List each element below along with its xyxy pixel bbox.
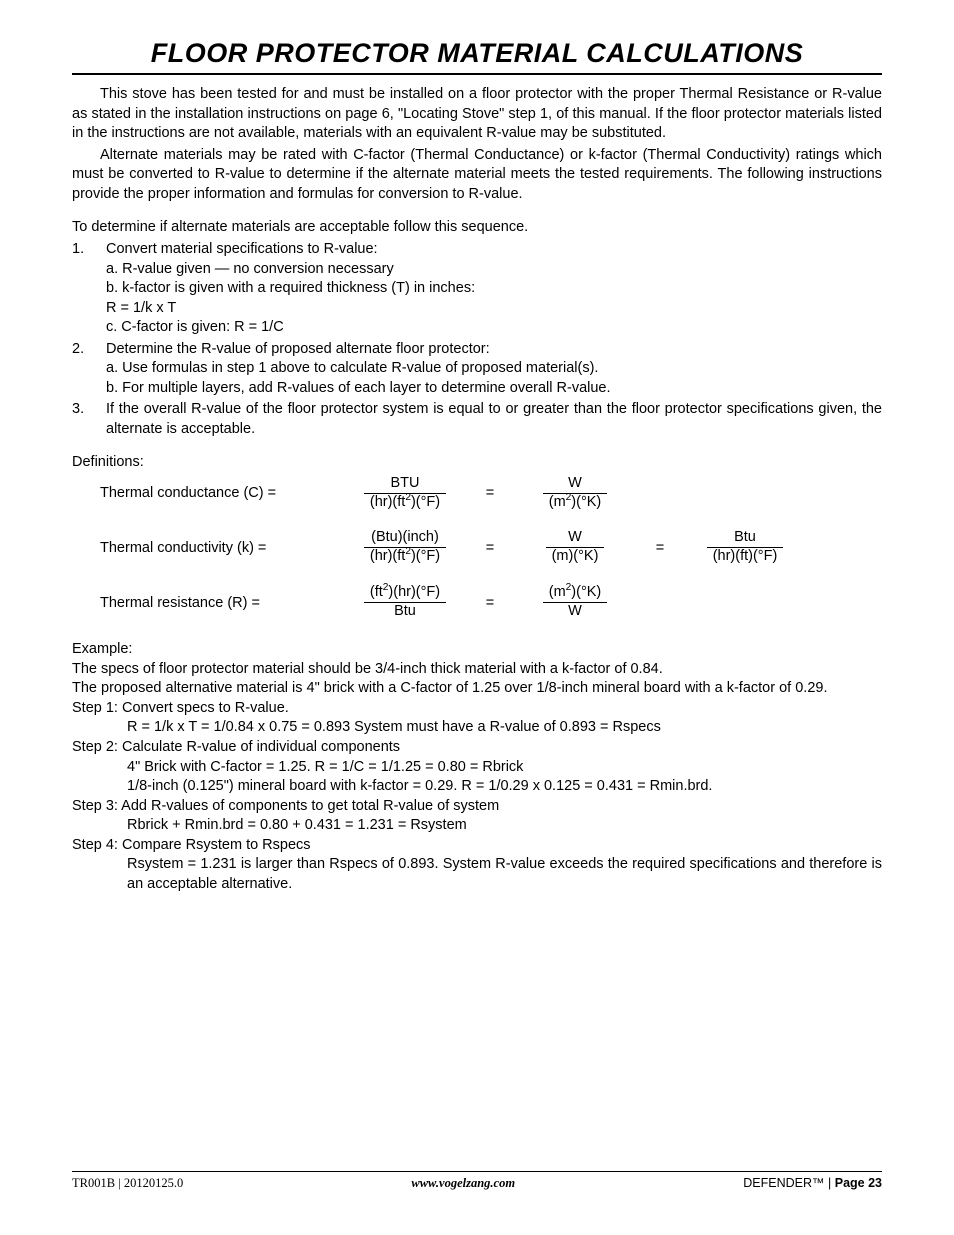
definitions-label: Definitions: bbox=[72, 454, 882, 470]
def-k-frac3: Btu (hr)(ft)(°F) bbox=[707, 530, 784, 565]
step-1: 1. Convert material specifications to R-… bbox=[72, 240, 882, 338]
step-2a: a. Use formulas in step 1 above to calcu… bbox=[106, 359, 882, 379]
equals-sign: = bbox=[470, 595, 510, 611]
example-step2a: 4" Brick with C-factor = 1.25. R = 1/C =… bbox=[72, 758, 882, 778]
example-line1: The specs of floor protector material sh… bbox=[72, 660, 882, 680]
example-step2b: 1/8-inch (0.125") mineral board with k-f… bbox=[72, 777, 882, 797]
example-step2: Step 2: Calculate R-value of individual … bbox=[72, 738, 882, 758]
title-rule bbox=[72, 73, 882, 75]
def-r-frac1-top-b: )(hr)(°F) bbox=[388, 584, 440, 600]
step-3: 3. If the overall R-value of the floor p… bbox=[72, 400, 882, 439]
step-3-num: 3. bbox=[72, 400, 106, 439]
footer-doc-id: TR001B bbox=[72, 1176, 115, 1190]
def-k-label: Thermal conductivity (k) = bbox=[72, 540, 340, 556]
def-c-frac1: BTU (hr)(ft2)(°F) bbox=[364, 476, 446, 511]
step-2-num: 2. bbox=[72, 340, 106, 399]
example-step1a: R = 1/k x T = 1/0.84 x 0.75 = 0.893 Syst… bbox=[72, 718, 882, 738]
footer-page-num: Page 23 bbox=[835, 1176, 882, 1190]
step-1-text: Convert material specifications to R-val… bbox=[106, 241, 378, 257]
example-step1: Step 1: Convert specs to R-value. bbox=[72, 699, 882, 719]
example-step4a: Rsystem = 1.231 is larger than Rspecs of… bbox=[72, 855, 882, 894]
example-step4: Step 4: Compare Rsystem to Rspecs bbox=[72, 836, 882, 856]
equals-sign: = bbox=[640, 540, 680, 556]
equals-sign: = bbox=[470, 485, 510, 501]
def-r-frac2-bot: W bbox=[543, 603, 608, 620]
definitions-table: Thermal conductance (C) = BTU (hr)(ft2)(… bbox=[72, 476, 882, 621]
step-2: 2. Determine the R-value of proposed alt… bbox=[72, 340, 882, 399]
footer-sep: | bbox=[115, 1176, 124, 1190]
def-k-frac2-top: W bbox=[546, 530, 605, 548]
def-k-frac1-bot-a: (hr)(ft bbox=[370, 548, 405, 564]
def-c-frac2: W (m2)(°K) bbox=[543, 476, 608, 511]
def-row-c: Thermal conductance (C) = BTU (hr)(ft2)(… bbox=[72, 476, 882, 511]
intro-para-2: Alternate materials may be rated with C-… bbox=[72, 146, 882, 205]
step-2-text: Determine the R-value of proposed altern… bbox=[106, 341, 490, 357]
def-c-frac1-bot-a: (hr)(ft bbox=[370, 494, 405, 510]
intro-para-1: This stove has been tested for and must … bbox=[72, 85, 882, 144]
def-k-frac2-bot: (m)(°K) bbox=[546, 548, 605, 565]
def-r-frac1-top-a: (ft bbox=[370, 584, 383, 600]
page: FLOOR PROTECTOR MATERIAL CALCULATIONS Th… bbox=[0, 0, 954, 1235]
step-1b: b. k-factor is given with a required thi… bbox=[106, 279, 882, 299]
step-2b: b. For multiple layers, add R-values of … bbox=[106, 379, 882, 399]
def-k-frac3-bot: (hr)(ft)(°F) bbox=[707, 548, 784, 565]
def-row-k: Thermal conductivity (k) = (Btu)(inch) (… bbox=[72, 530, 882, 565]
def-row-r: Thermal resistance (R) = (ft2)(hr)(°F) B… bbox=[72, 585, 882, 620]
def-r-frac1: (ft2)(hr)(°F) Btu bbox=[364, 585, 446, 620]
def-c-frac2-bot-a: (m bbox=[549, 494, 566, 510]
def-c-frac1-bot-b: )(°F) bbox=[411, 494, 440, 510]
step-1-num: 1. bbox=[72, 240, 106, 338]
definitions-block: Definitions: Thermal conductance (C) = B… bbox=[72, 454, 882, 621]
def-r-label: Thermal resistance (R) = bbox=[72, 595, 340, 611]
footer-sep: | bbox=[825, 1176, 835, 1190]
footer-product: DEFENDER™ bbox=[743, 1176, 824, 1190]
def-c-frac2-bot-b: )(°K) bbox=[571, 494, 601, 510]
def-k-frac1: (Btu)(inch) (hr)(ft2)(°F) bbox=[364, 530, 446, 565]
def-k-frac3-top: Btu bbox=[707, 530, 784, 548]
example-step3: Step 3: Add R-values of components to ge… bbox=[72, 797, 882, 817]
example-line2: The proposed alternative material is 4" … bbox=[72, 679, 882, 699]
def-r-frac2-top-b: )(°K) bbox=[571, 584, 601, 600]
example-label: Example: bbox=[72, 640, 882, 660]
sequence-intro: To determine if alternate materials are … bbox=[72, 218, 882, 238]
step-1c: c. C-factor is given: R = 1/C bbox=[106, 318, 882, 338]
def-r-frac2: (m2)(°K) W bbox=[543, 585, 608, 620]
sequence-block: To determine if alternate materials are … bbox=[72, 218, 882, 439]
footer-date: 20120125.0 bbox=[124, 1176, 183, 1190]
def-c-label: Thermal conductance (C) = bbox=[72, 485, 340, 501]
footer-rule bbox=[72, 1171, 882, 1172]
step-1b-formula: R = 1/k x T bbox=[106, 299, 882, 319]
equals-sign: = bbox=[470, 540, 510, 556]
def-k-frac1-bot-b: )(°F) bbox=[411, 548, 440, 564]
example-step3a: Rbrick + Rmin.brd = 0.80 + 0.431 = 1.231… bbox=[72, 816, 882, 836]
def-c-frac2-top: W bbox=[543, 476, 608, 494]
page-title: FLOOR PROTECTOR MATERIAL CALCULATIONS bbox=[72, 38, 882, 69]
def-k-frac2: W (m)(°K) bbox=[546, 530, 605, 565]
step-list: 1. Convert material specifications to R-… bbox=[72, 240, 882, 440]
step-1a: a. R-value given — no conversion necessa… bbox=[106, 260, 882, 280]
step-3-text: If the overall R-value of the floor prot… bbox=[106, 400, 882, 439]
footer-center: www.vogelzang.com bbox=[411, 1176, 515, 1191]
example-block: Example: The specs of floor protector ma… bbox=[72, 640, 882, 894]
footer: TR001B | 20120125.0 www.vogelzang.com DE… bbox=[72, 1171, 882, 1191]
def-r-frac1-bot: Btu bbox=[364, 603, 446, 620]
def-r-frac2-top-a: (m bbox=[549, 584, 566, 600]
footer-right: DEFENDER™ | Page 23 bbox=[743, 1176, 882, 1191]
footer-left: TR001B | 20120125.0 bbox=[72, 1176, 183, 1191]
